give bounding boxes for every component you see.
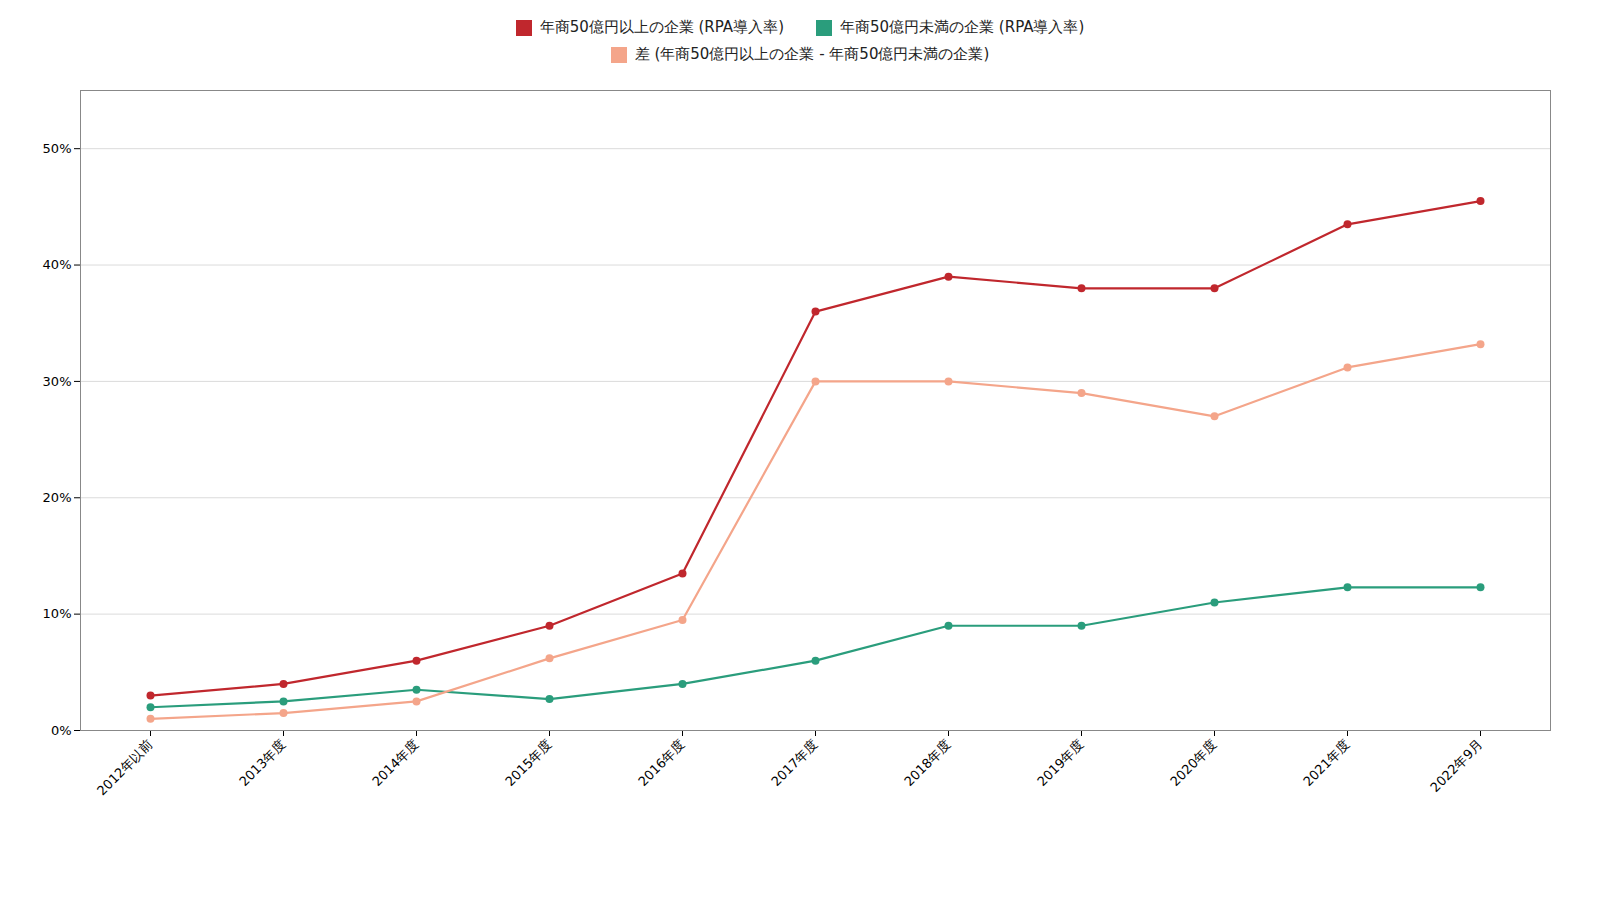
- svg-text:2013年度: 2013年度: [236, 737, 288, 789]
- svg-text:10%: 10%: [43, 606, 72, 621]
- svg-text:2012年以前: 2012年以前: [94, 737, 156, 799]
- svg-text:2020年度: 2020年度: [1167, 737, 1219, 789]
- svg-text:2018年度: 2018年度: [901, 737, 953, 789]
- html-text:年商50億円未満の企業 (RPA導入率): 年商50億円未満の企業 (RPA導入率): [840, 18, 1085, 36]
- svg-text:40%: 40%: [43, 257, 72, 272]
- svg-text:50%: 50%: [43, 141, 72, 156]
- svg-text:2015年度: 2015年度: [502, 737, 554, 789]
- svg-text:20%: 20%: [43, 490, 72, 505]
- svg-text:2022年9月: 2022年9月: [1427, 737, 1485, 795]
- svg-text:2017年度: 2017年度: [768, 737, 820, 789]
- svg-text:30%: 30%: [43, 374, 72, 389]
- svg-text:2014年度: 2014年度: [369, 737, 421, 789]
- html-text:年商50億円以上の企業 (RPA導入率): 年商50億円以上の企業 (RPA導入率): [539, 18, 784, 36]
- svg-text:2021年度: 2021年度: [1300, 737, 1352, 789]
- svg-text:2019年度: 2019年度: [1034, 737, 1086, 789]
- svg-text:2016年度: 2016年度: [635, 737, 687, 789]
- svg-text:0%: 0%: [51, 723, 72, 738]
- html-text:差 (年商50億円以上の企業 - 年商50億円未満の企業): 差 (年商50億円以上の企業 - 年商50億円未満の企業): [634, 45, 990, 63]
